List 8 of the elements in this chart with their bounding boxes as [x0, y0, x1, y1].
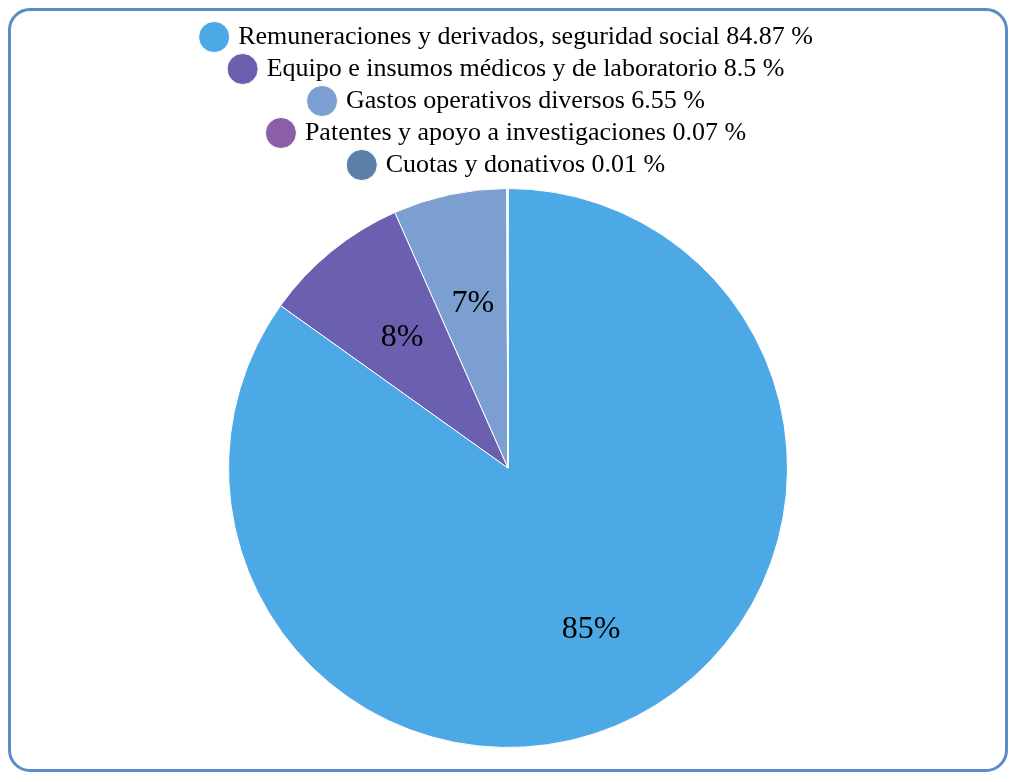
data-label: 85% [561, 608, 621, 645]
legend-label: Cuotas y donativos 0.01 % [385, 148, 666, 178]
data-label: 7% [451, 283, 495, 320]
legend-label: Gastos operativos diversos 6.55 % [346, 84, 705, 114]
legend-label: Remuneraciones y derivados, seguridad social 84.87 % [238, 20, 813, 50]
legend-label: Equipo e insumos médicos y de laboratorio 8.5 % [266, 52, 785, 82]
legend-label: Patentes y apoyo a investigaciones 0.07 % [304, 116, 747, 146]
data-label: 8% [380, 317, 424, 354]
